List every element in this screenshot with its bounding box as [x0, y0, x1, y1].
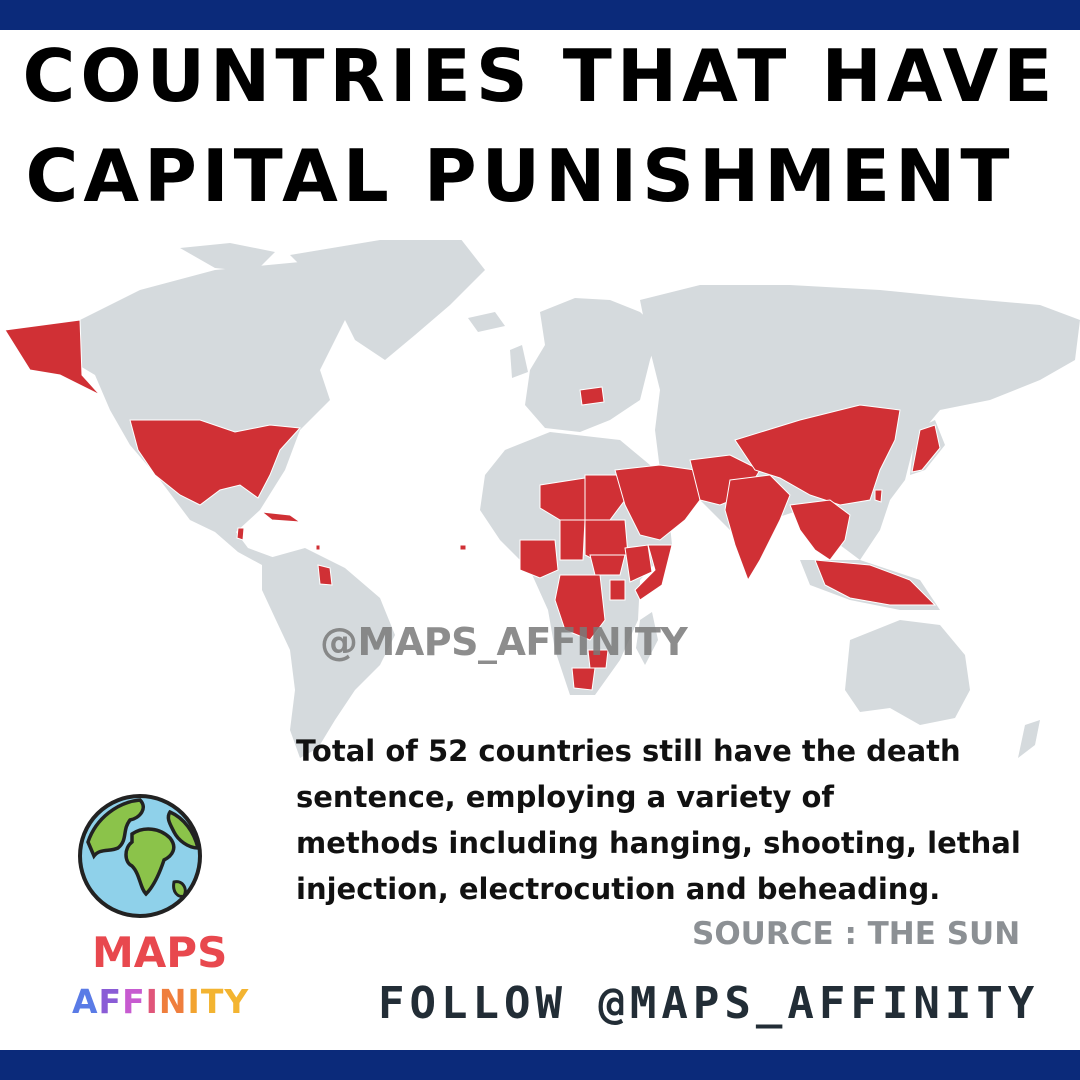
- country-indonesia-malaysia: [814, 559, 937, 606]
- country-guyana: [317, 564, 333, 586]
- map-watermark: @MAPS_AFFINITY: [320, 620, 688, 664]
- land-new-zealand: [1018, 720, 1040, 758]
- country-gambia: [459, 544, 467, 551]
- logo-letter: F: [122, 982, 146, 1021]
- country-caribbean-islands: [315, 544, 321, 551]
- country-botswana: [571, 667, 596, 691]
- land-uk: [510, 345, 528, 378]
- top-border-bar: [0, 0, 1080, 30]
- country-alaska: [4, 319, 101, 396]
- title-line-1: COUNTRIES THAT HAVE: [22, 34, 1058, 118]
- land-south-america: [262, 548, 395, 758]
- world-map: [4, 240, 1080, 758]
- country-somalia: [634, 544, 673, 601]
- country-uganda: [609, 579, 626, 601]
- description-line-1: Total of 52 countries still have the dea…: [296, 734, 961, 768]
- bottom-border-bar: [0, 1050, 1080, 1080]
- logo-letter: A: [72, 982, 99, 1021]
- logo-letter: Y: [224, 982, 250, 1021]
- country-sudan: [584, 519, 629, 561]
- land-iceland: [468, 312, 505, 332]
- country-dr-congo: [554, 574, 606, 641]
- country-japan: [911, 424, 941, 473]
- source-label: SOURCE : THE SUN: [692, 916, 1021, 952]
- logo-word-affinity: AFFINITY: [72, 982, 249, 1021]
- description-line-3: methods including hanging, shooting, let…: [296, 826, 1021, 860]
- land-north-america: [5, 262, 360, 565]
- description-text: Total of 52 countries still have the dea…: [296, 728, 1056, 912]
- logo-letter: F: [98, 982, 123, 1021]
- logo-letter: T: [200, 982, 225, 1021]
- country-chad: [559, 519, 586, 561]
- globe-logo-icon: [78, 794, 202, 918]
- country-belarus: [579, 386, 605, 406]
- country-nigeria: [519, 539, 559, 579]
- description-line-2: sentence, employing a variety of: [296, 780, 835, 814]
- logo-letter: I: [145, 982, 159, 1021]
- country-china: [734, 404, 901, 506]
- land-madagascar: [636, 612, 658, 665]
- logo-letter: N: [158, 982, 188, 1021]
- land-greenland: [290, 240, 485, 360]
- country-belize: [236, 527, 245, 541]
- country-southeast-asia: [789, 499, 851, 561]
- land-europe: [525, 298, 660, 432]
- description-line-4: injection, electrocution and beheading.: [296, 872, 941, 906]
- country-india: [724, 474, 791, 582]
- land-australia: [845, 620, 970, 725]
- land-arctic-islands: [180, 243, 275, 272]
- country-zimbabwe: [587, 649, 609, 669]
- country-cuba: [260, 511, 302, 523]
- highlighted-countries: [4, 319, 941, 691]
- country-united-states: [129, 419, 302, 506]
- country-south-sudan: [589, 554, 626, 576]
- country-taiwan: [874, 489, 883, 503]
- country-middle-east: [614, 464, 701, 541]
- logo-letter: I: [187, 982, 201, 1021]
- follow-handle: FOLLOW @MAPS_AFFINITY: [378, 978, 1040, 1029]
- title-line-2: CAPITAL PUNISHMENT: [25, 134, 1015, 218]
- logo-word-maps: MAPS: [92, 928, 228, 977]
- country-ethiopia: [624, 544, 653, 583]
